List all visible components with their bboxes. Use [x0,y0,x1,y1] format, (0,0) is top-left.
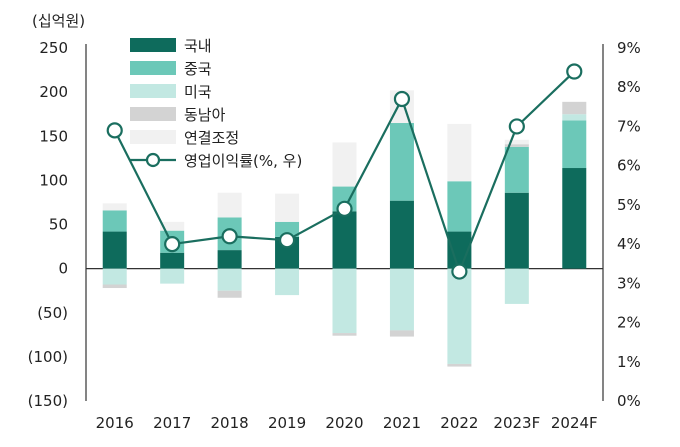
y-right-tick-label: 3% [617,274,641,292]
y-right-tick-label: 2% [617,314,641,332]
operating-margin-point [336,200,353,217]
y-left-tick-label: (100) [28,348,68,366]
bar-segment [275,268,300,296]
y-left-tick-label: 200 [39,83,68,101]
legend-label: 영업이익률(%, 우) [184,152,302,170]
bar-segment [102,268,127,285]
bar-segment [562,101,587,115]
bar-segment [332,211,357,269]
bar-segment [160,221,185,231]
bar-segment [389,268,414,331]
bar-segment [275,221,300,237]
bar-segment [389,330,414,337]
bar-segment [217,192,242,218]
y-right-tick-label: 6% [617,157,641,175]
bar-segment [332,333,357,336]
chart-bars [102,90,587,367]
operating-margin-point [566,63,583,80]
bar-segment [504,268,529,304]
bar-segment [447,181,472,232]
bar-segment [102,210,127,232]
bar-segment [102,203,127,211]
legend-label: 미국 [184,83,212,101]
x-tick-label: 2020 [325,414,363,432]
bar-segment [447,268,472,364]
x-tick-label: 2019 [268,414,306,432]
y-left-tick-label: 0 [58,260,68,278]
bar-segment [504,146,529,193]
bar-segment [504,139,529,145]
operating-margin-point [451,263,468,280]
y-right-tick-label: 0% [617,392,641,410]
bar-segment [504,144,529,147]
legend-swatch [130,107,176,121]
chart-line [106,63,583,280]
operating-margin-point [164,236,181,253]
bar-segment [160,252,185,269]
operating-margin-point [393,90,411,108]
bar-segment [504,192,529,269]
x-tick-label: 2018 [211,414,249,432]
legend-label: 중국 [184,60,212,78]
bar-segment [447,123,472,182]
y-right-tick-label: 4% [617,235,641,253]
bar-segment [217,250,242,269]
x-tick-label: 2021 [383,414,421,432]
legend-line-marker [145,152,161,168]
legend-swatch [130,130,176,144]
x-tick-label: 2023F [493,414,540,432]
bar-segment [562,168,587,269]
y-left-tick-label: (50) [37,304,68,322]
bar-segment [217,268,242,291]
y-left-tick-label: 250 [39,39,68,57]
y-right-tick-label: 9% [617,39,641,57]
chart-axes: 250 200 150 100 50 0 (50) (100) (150) 9% 8% 7% 6% 5% 4… [28,39,641,432]
y-right-tick-label: 8% [617,78,641,96]
legend-swatch [130,84,176,98]
bar-segment [332,268,357,334]
y-left-tick-label: 100 [39,171,68,189]
bar-segment [332,142,357,187]
bar-segment [562,120,587,169]
y-left-tick-label: (150) [28,392,68,410]
x-tick-label: 2022 [440,414,478,432]
bar-segment [562,114,587,121]
y-right-tick-label: 7% [617,117,641,135]
operating-margin-point [508,118,525,135]
legend-label: 국내 [184,37,212,55]
legend-label: 동남아 [184,106,226,124]
bar-segment [275,193,300,222]
y-left-tick-label: 150 [39,127,68,145]
operating-margin-point [221,228,238,245]
bar-segment [102,231,127,269]
x-tick-label: 2016 [96,414,134,432]
bar-segment [102,284,127,289]
y-right-tick-label: 1% [617,353,641,371]
y-axis-unit-label: (십억원) [32,12,85,30]
x-tick-label: 2017 [153,414,191,432]
legend-swatch [130,61,176,75]
operating-margin-point [106,122,123,139]
legend-swatch [130,38,176,52]
operating-margin-point [278,232,296,249]
y-left-tick-label: 50 [49,216,68,234]
bar-segment [447,363,472,367]
bar-segment [217,290,242,298]
bar-segment [160,268,185,284]
legend-label: 연결조정 [184,129,239,147]
x-tick-label: 2024F [551,414,598,432]
y-right-tick-label: 5% [617,196,641,214]
bar-segment [389,123,414,201]
bar-segment [389,200,414,269]
